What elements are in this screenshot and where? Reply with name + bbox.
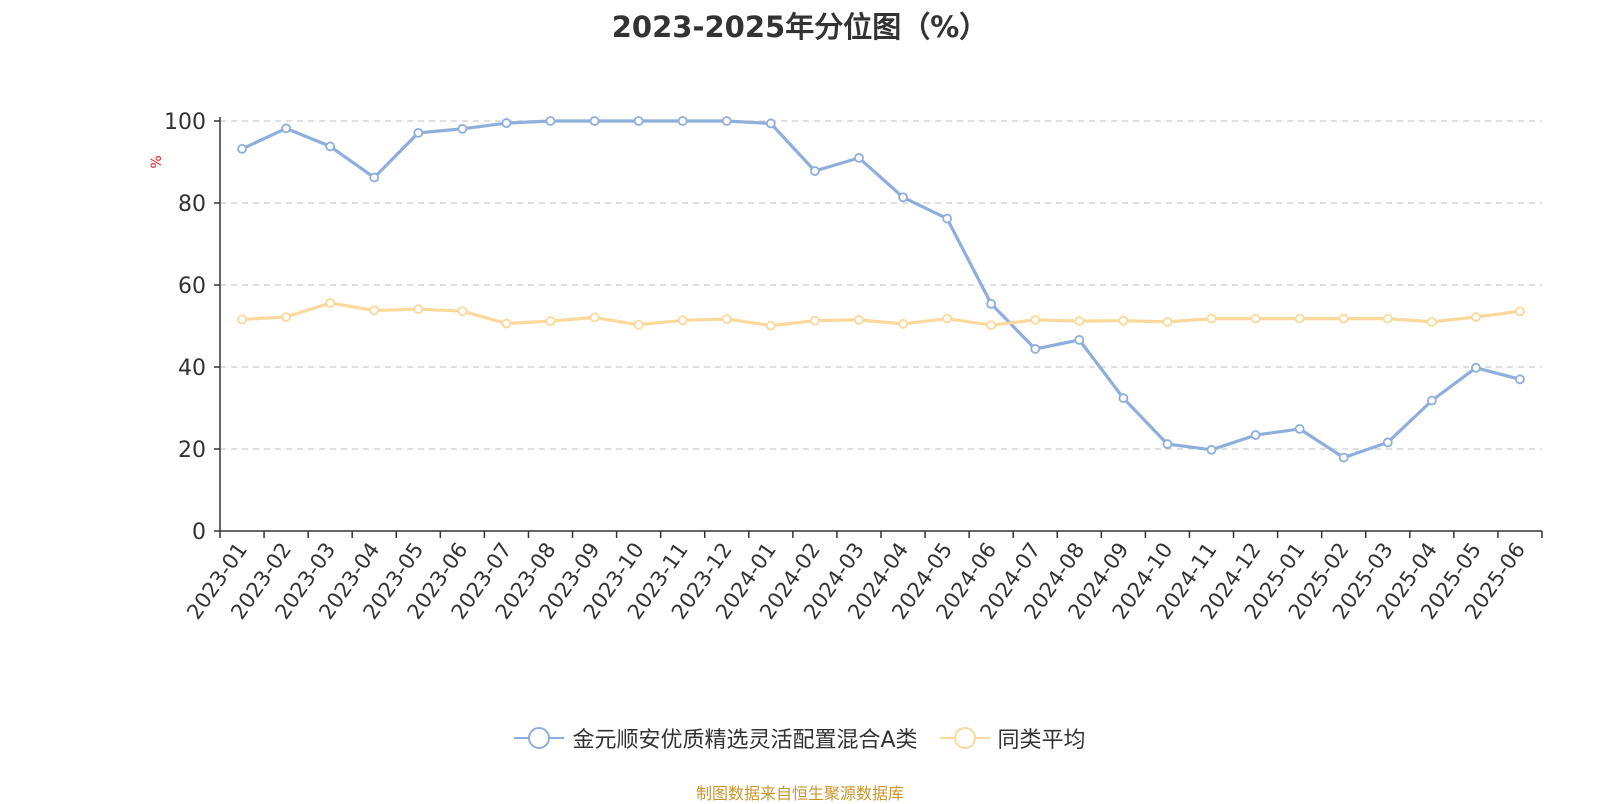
data-point[interactable] xyxy=(501,118,512,128)
data-point[interactable] xyxy=(281,123,292,134)
y-tick-label: 100 xyxy=(164,110,206,135)
data-point[interactable] xyxy=(545,116,556,126)
data-point[interactable] xyxy=(677,116,688,126)
data-point[interactable] xyxy=(325,141,336,152)
data-point[interactable] xyxy=(501,318,512,329)
y-tick-label: 40 xyxy=(178,356,206,381)
data-point[interactable] xyxy=(237,143,247,154)
data-point[interactable] xyxy=(589,116,600,126)
data-point[interactable] xyxy=(1074,316,1085,326)
y-tick-label: 20 xyxy=(178,438,206,463)
data-point[interactable] xyxy=(1294,424,1305,434)
data-point[interactable] xyxy=(942,213,952,224)
series-line-1 xyxy=(240,301,1522,328)
legend-item-average[interactable]: 同类平均 xyxy=(939,722,1086,754)
data-point[interactable] xyxy=(1118,315,1129,326)
data-point[interactable] xyxy=(986,298,997,309)
data-point[interactable] xyxy=(765,320,776,331)
data-point[interactable] xyxy=(457,306,468,317)
y-tick-label: 60 xyxy=(178,274,206,299)
data-point[interactable] xyxy=(1382,437,1393,448)
data-point[interactable] xyxy=(1206,313,1217,324)
series-line-0 xyxy=(240,119,1522,460)
legend-label-average: 同类平均 xyxy=(997,728,1086,753)
data-point[interactable] xyxy=(942,313,952,324)
data-point[interactable] xyxy=(1030,344,1041,354)
data-point[interactable] xyxy=(1162,439,1173,449)
data-point[interactable] xyxy=(1426,316,1437,327)
data-point[interactable] xyxy=(854,314,864,325)
data-point[interactable] xyxy=(545,316,556,326)
data-point[interactable] xyxy=(633,116,644,126)
chart-title: 2023-2025年分位图（%） xyxy=(611,10,989,44)
y-tick-label: 80 xyxy=(178,192,206,217)
source-note: 制图数据来自恒生聚源数据库 xyxy=(695,784,904,803)
data-point[interactable] xyxy=(898,192,908,203)
y-tick-label: 0 xyxy=(192,520,206,545)
data-point[interactable] xyxy=(1250,430,1261,440)
legend-label-fund: 金元顺安优质精选灵活配置混合A类 xyxy=(572,728,918,753)
data-point[interactable] xyxy=(633,319,644,330)
data-point[interactable] xyxy=(721,314,732,324)
data-point[interactable] xyxy=(854,152,864,163)
data-point[interactable] xyxy=(413,127,424,138)
data-point[interactable] xyxy=(369,305,380,316)
data-point[interactable] xyxy=(589,312,600,323)
data-point[interactable] xyxy=(898,319,908,329)
data-point[interactable] xyxy=(1118,393,1129,404)
data-point[interactable] xyxy=(1030,314,1041,325)
data-point[interactable] xyxy=(281,312,292,322)
y-axis-label: % xyxy=(149,155,165,168)
data-point[interactable] xyxy=(1426,395,1437,406)
data-point[interactable] xyxy=(765,118,776,129)
grid-layer xyxy=(220,120,1542,450)
data-point[interactable] xyxy=(1471,312,1481,322)
data-point[interactable] xyxy=(1338,452,1349,463)
legend-marker-average-icon xyxy=(939,727,990,749)
data-point[interactable] xyxy=(1471,362,1481,373)
data-point[interactable] xyxy=(1206,444,1217,455)
data-point[interactable] xyxy=(1294,313,1305,324)
data-point[interactable] xyxy=(457,123,468,134)
data-point[interactable] xyxy=(369,172,380,183)
data-point[interactable] xyxy=(810,166,820,176)
data-point[interactable] xyxy=(810,315,820,326)
data-point[interactable] xyxy=(677,315,688,326)
legend: 金元顺安优质精选灵活配置混合A类 同类平均 xyxy=(0,722,1600,754)
data-point[interactable] xyxy=(325,298,336,308)
series-layer xyxy=(237,116,1525,463)
data-point[interactable] xyxy=(1515,374,1525,385)
data-point[interactable] xyxy=(1162,316,1173,327)
data-point[interactable] xyxy=(1382,313,1393,324)
data-point[interactable] xyxy=(237,314,247,325)
data-point[interactable] xyxy=(1515,306,1525,317)
legend-item-fund[interactable]: 金元顺安优质精选灵活配置混合A类 xyxy=(514,722,918,754)
data-point[interactable] xyxy=(1250,313,1261,324)
data-point[interactable] xyxy=(986,320,997,331)
data-point[interactable] xyxy=(721,116,732,126)
data-point[interactable] xyxy=(413,304,424,315)
data-point[interactable] xyxy=(1338,313,1349,324)
data-point[interactable] xyxy=(1074,335,1085,345)
legend-marker-fund-icon xyxy=(514,727,565,749)
